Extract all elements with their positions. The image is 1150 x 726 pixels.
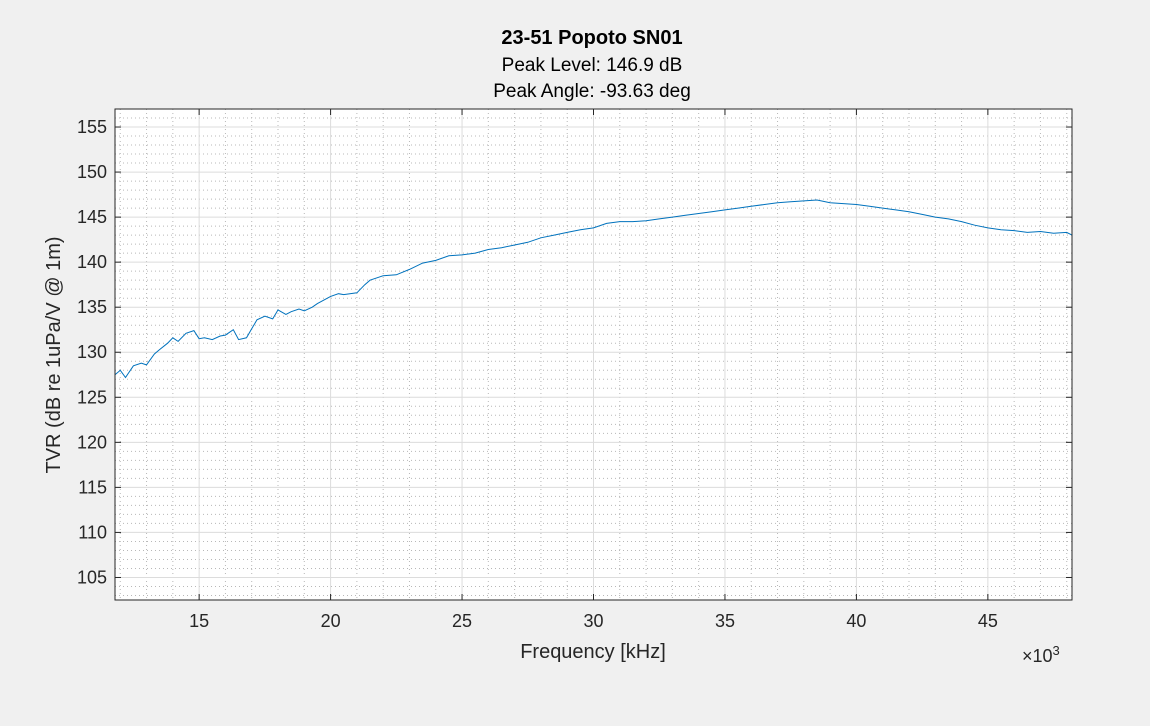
y-tick-label: 120: [77, 432, 107, 452]
y-tick-label: 150: [77, 162, 107, 182]
chart-subtitle-peak-level: Peak Level: 146.9 dB: [501, 55, 683, 76]
y-axis-ticks: 105 110 115 120 125 130 135 140 145 150 155: [77, 117, 1072, 587]
x-tick-label: 15: [189, 611, 209, 631]
x-axis-label: Frequency [kHz]: [520, 641, 666, 663]
x-tick-label: 30: [583, 611, 603, 631]
x-tick-label: 20: [321, 611, 341, 631]
x-tick-label: 25: [452, 611, 472, 631]
y-tick-label: 140: [77, 252, 107, 272]
y-axis-label: TVR (dB re 1uPa/V @ 1m): [43, 236, 65, 473]
x-tick-label: 35: [715, 611, 735, 631]
tvr-series-line: [114, 199, 1073, 379]
y-tick-label: 110: [78, 522, 107, 542]
major-grid: [115, 109, 1072, 600]
x-axis-exponent-power: 3: [1053, 643, 1060, 658]
chart-title: 23-51 Popoto SN01: [501, 27, 683, 49]
y-tick-label: 155: [77, 117, 107, 137]
x-tick-label: 45: [978, 611, 998, 631]
y-tick-label: 130: [77, 342, 107, 362]
chart-subtitle-peak-angle: Peak Angle: -93.63 deg: [493, 81, 691, 102]
y-tick-label: 125: [77, 387, 107, 407]
y-tick-label: 145: [77, 207, 107, 227]
x-tick-label: 40: [846, 611, 866, 631]
y-tick-label: 115: [78, 477, 107, 497]
y-tick-label: 105: [77, 567, 107, 587]
x-axis-ticks: 15 20 25 30 35 40 45: [189, 109, 998, 631]
x-axis-exponent: ×103: [1022, 643, 1060, 666]
y-tick-label: 135: [77, 297, 107, 317]
x-axis-exponent-base: ×10: [1022, 646, 1053, 666]
